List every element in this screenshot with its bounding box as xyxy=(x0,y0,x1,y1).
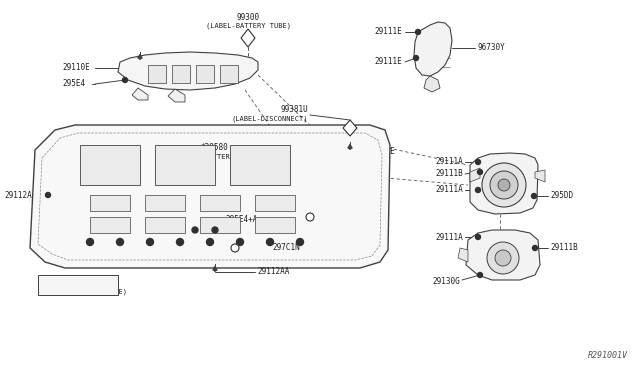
Text: 29112AA: 29112AA xyxy=(257,267,289,276)
Circle shape xyxy=(212,227,218,233)
Circle shape xyxy=(498,179,510,191)
Circle shape xyxy=(482,163,526,207)
Circle shape xyxy=(237,238,243,246)
Text: 29111E: 29111E xyxy=(374,58,402,67)
Bar xyxy=(155,145,215,185)
Circle shape xyxy=(306,213,314,221)
Circle shape xyxy=(45,192,51,198)
Bar xyxy=(200,217,240,233)
Circle shape xyxy=(116,238,124,246)
Text: 29110E: 29110E xyxy=(367,148,395,157)
Polygon shape xyxy=(241,29,255,47)
Polygon shape xyxy=(424,76,440,92)
Bar xyxy=(230,145,290,185)
Bar xyxy=(255,195,295,211)
Bar xyxy=(38,275,118,295)
Text: 29111A: 29111A xyxy=(435,157,463,167)
Text: (LABEL-HIGH VOLTAGE): (LABEL-HIGH VOLTAGE) xyxy=(42,289,127,295)
Text: (LABEL-BATTERY TUBE): (LABEL-BATTERY TUBE) xyxy=(205,23,291,29)
Polygon shape xyxy=(212,266,218,272)
Text: 295E4: 295E4 xyxy=(62,80,85,89)
Text: 29111B: 29111B xyxy=(550,244,578,253)
Circle shape xyxy=(487,242,519,274)
Circle shape xyxy=(477,273,483,278)
Polygon shape xyxy=(458,248,468,262)
Bar xyxy=(255,217,295,233)
Text: 99300: 99300 xyxy=(236,13,260,22)
Text: 297C1N: 297C1N xyxy=(272,244,300,253)
Bar xyxy=(172,65,190,83)
Text: 295DD: 295DD xyxy=(550,192,573,201)
Circle shape xyxy=(192,227,198,233)
Bar xyxy=(80,145,140,185)
Circle shape xyxy=(532,246,538,250)
Text: 99381U: 99381U xyxy=(280,106,308,115)
Text: 29111A: 29111A xyxy=(435,232,463,241)
Circle shape xyxy=(531,193,536,199)
Polygon shape xyxy=(118,52,258,90)
Circle shape xyxy=(476,187,481,192)
Circle shape xyxy=(490,171,518,199)
Text: (LABEL-DISCONNECT): (LABEL-DISCONNECT) xyxy=(232,116,308,122)
Polygon shape xyxy=(535,170,545,182)
Circle shape xyxy=(476,160,481,164)
Circle shape xyxy=(122,77,127,83)
Bar xyxy=(90,217,130,233)
Text: 29112A: 29112A xyxy=(4,190,32,199)
Polygon shape xyxy=(343,120,357,136)
Text: 99382N: 99382N xyxy=(50,279,77,288)
Text: 29111A: 29111A xyxy=(435,186,463,195)
Circle shape xyxy=(177,238,184,246)
Bar xyxy=(145,195,185,211)
Circle shape xyxy=(266,238,273,246)
Text: 96730Y: 96730Y xyxy=(477,44,505,52)
Polygon shape xyxy=(30,125,390,268)
Circle shape xyxy=(477,170,483,174)
Bar xyxy=(90,195,130,211)
Circle shape xyxy=(86,238,93,246)
Text: *29580: *29580 xyxy=(200,144,228,153)
Polygon shape xyxy=(348,144,353,150)
Polygon shape xyxy=(470,153,538,214)
Polygon shape xyxy=(470,168,480,182)
Circle shape xyxy=(231,244,239,252)
Circle shape xyxy=(495,250,511,266)
Circle shape xyxy=(476,234,481,240)
Circle shape xyxy=(207,238,214,246)
Polygon shape xyxy=(132,88,148,100)
Text: 29111E: 29111E xyxy=(374,28,402,36)
Polygon shape xyxy=(168,89,185,102)
Circle shape xyxy=(296,238,303,246)
Bar xyxy=(220,65,238,83)
Polygon shape xyxy=(414,22,452,76)
Text: 29111B: 29111B xyxy=(435,170,463,179)
Bar xyxy=(145,217,185,233)
Text: (BATTERY): (BATTERY) xyxy=(200,154,238,160)
Text: 29110E: 29110E xyxy=(62,64,90,73)
Text: 295E4+A: 295E4+A xyxy=(226,215,258,224)
Circle shape xyxy=(415,29,420,35)
Polygon shape xyxy=(138,54,143,60)
Bar xyxy=(148,65,166,83)
Bar xyxy=(200,195,240,211)
Circle shape xyxy=(147,238,154,246)
Text: R291001V: R291001V xyxy=(588,351,628,360)
Polygon shape xyxy=(466,230,540,280)
Circle shape xyxy=(413,55,419,61)
Text: 29130G: 29130G xyxy=(432,276,460,285)
Bar xyxy=(196,65,214,83)
